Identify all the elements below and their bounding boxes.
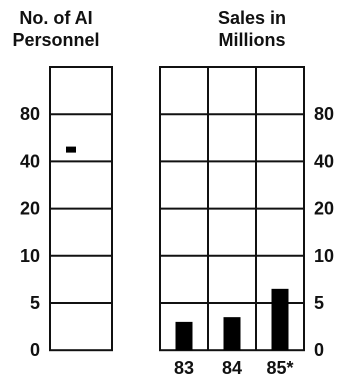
right-sales-panel bbox=[159, 66, 305, 352]
left-chart-title: No. of AI Personnel bbox=[0, 7, 112, 51]
left-y-tick-label: 20 bbox=[20, 199, 40, 219]
left-y-tick-label: 40 bbox=[20, 151, 40, 171]
x-category-label: 85* bbox=[266, 358, 293, 378]
sales-bar bbox=[223, 317, 241, 351]
personnel-mark bbox=[66, 146, 76, 153]
left-y-tick-label: 80 bbox=[20, 104, 40, 124]
personnel-marks bbox=[66, 146, 76, 153]
right-title-line-1: Sales in bbox=[217, 8, 287, 28]
left-y-tick-label: 0 bbox=[30, 340, 40, 360]
sales-bar bbox=[175, 321, 193, 351]
left-title-line-2: Personnel bbox=[12, 30, 100, 50]
right-title-line-2: Millions bbox=[218, 30, 286, 50]
right-y-axis-ticks: 80 40 20 10 5 0 bbox=[314, 104, 334, 360]
right-y-tick-label: 10 bbox=[314, 246, 334, 266]
x-axis-labels: 83 84 85* bbox=[174, 358, 294, 378]
sales-bar bbox=[271, 288, 289, 351]
left-title-line-1: No. of AI bbox=[19, 8, 93, 28]
right-y-tick-label: 40 bbox=[314, 151, 334, 171]
sales-bars bbox=[175, 288, 289, 351]
left-y-tick-label: 10 bbox=[20, 246, 40, 266]
x-category-label: 84 bbox=[222, 358, 242, 378]
right-chart-title: Sales in Millions bbox=[196, 7, 308, 51]
right-y-tick-label: 5 bbox=[314, 293, 324, 313]
right-y-tick-label: 0 bbox=[314, 340, 324, 360]
left-y-tick-label: 5 bbox=[30, 293, 40, 313]
left-y-axis-ticks: 80 40 20 10 5 0 bbox=[20, 104, 40, 360]
left-personnel-panel bbox=[49, 66, 113, 352]
right-y-tick-label: 20 bbox=[314, 199, 334, 219]
x-category-label: 83 bbox=[174, 358, 194, 378]
right-y-tick-label: 80 bbox=[314, 104, 334, 124]
